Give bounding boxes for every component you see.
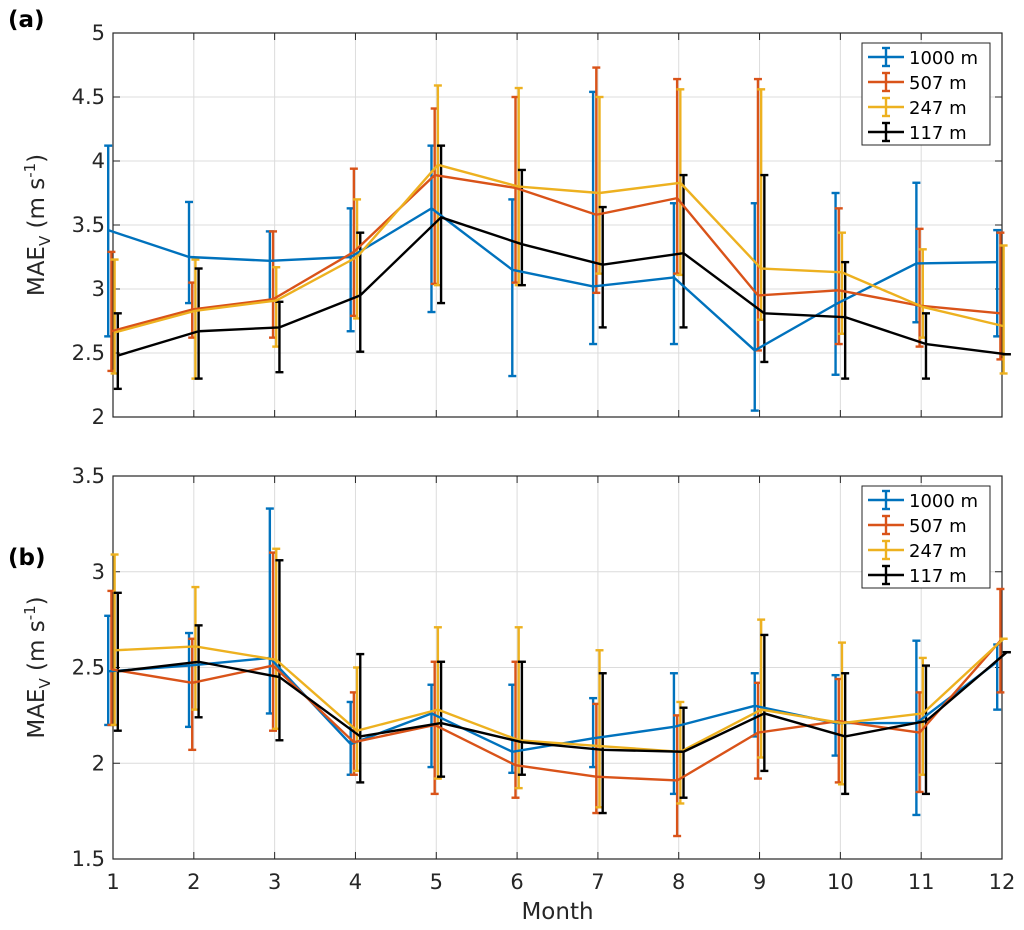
x-tick-label: 8 xyxy=(672,870,685,894)
x-tick-label: 3 xyxy=(268,870,281,894)
x-tick-label: 1 xyxy=(106,870,119,894)
y-tick-label: 3 xyxy=(92,560,105,584)
series-line xyxy=(114,163,1004,334)
y-tick-label: 4.5 xyxy=(72,85,105,109)
series-line xyxy=(111,173,1001,333)
x-tick-label: 9 xyxy=(753,870,766,894)
legend-box xyxy=(861,42,991,146)
panel-label: (b) xyxy=(8,545,46,571)
panel-a: 2 2.5 3 3.5 4 4.5 5 MAEV (m s-1) (a) 1000 m 507 m 2… xyxy=(8,7,1011,429)
series-line xyxy=(107,207,998,352)
series-line xyxy=(117,651,1008,753)
y-tick-label: 4 xyxy=(92,149,105,173)
series-507-m xyxy=(107,551,1005,838)
series-117-m xyxy=(113,144,1011,391)
x-tick-label: 2 xyxy=(187,870,200,894)
y-axis-label: MAEV (m s-1) xyxy=(21,154,54,296)
series-line xyxy=(111,639,1002,782)
y-axis-label: MAEV (m s-1) xyxy=(21,596,54,738)
x-tick-label: 5 xyxy=(430,870,443,894)
y-tick-label: 3.5 xyxy=(72,464,105,488)
series-line xyxy=(117,216,1007,357)
y-tick-label: 2.5 xyxy=(72,656,105,680)
x-tick-label: 12 xyxy=(989,870,1016,894)
x-tick-label: 4 xyxy=(349,870,362,894)
y-tick-label: 1.5 xyxy=(72,847,105,871)
series-line xyxy=(114,637,1005,753)
y-tick-label: 3 xyxy=(92,277,105,301)
legend: 1000 m 507 m 247 m 117 m xyxy=(861,42,991,146)
legend-entry: 1000 m xyxy=(909,48,978,69)
panel-label: (a) xyxy=(8,7,45,33)
y-tick-label: 2 xyxy=(92,405,105,429)
legend: 1000 m 507 m 247 m 117 m xyxy=(861,485,991,589)
legend-entry: 117 m xyxy=(909,566,967,587)
y-tick-label: 3.5 xyxy=(72,213,105,237)
legend-box xyxy=(861,485,991,589)
x-axis-label: Month xyxy=(521,899,593,925)
x-tick-label: 7 xyxy=(591,870,604,894)
y-tick-label: 5 xyxy=(92,21,105,45)
x-tick-label: 11 xyxy=(908,870,935,894)
legend-entry: 247 m xyxy=(909,98,967,119)
x-tick-label: 10 xyxy=(827,870,854,894)
legend-entry: 507 m xyxy=(909,73,967,94)
x-tick-label: 6 xyxy=(510,870,523,894)
series-247-m xyxy=(110,84,1008,380)
legend-entry: 247 m xyxy=(909,541,967,562)
series-247-m xyxy=(110,547,1008,809)
y-tick-label: 2 xyxy=(92,751,105,775)
series-117-m xyxy=(113,559,1011,815)
legend-entry: 1000 m xyxy=(909,491,978,512)
legend-entry: 507 m xyxy=(909,516,967,537)
y-tick-label: 2.5 xyxy=(72,341,105,365)
legend-entry: 117 m xyxy=(909,123,967,144)
